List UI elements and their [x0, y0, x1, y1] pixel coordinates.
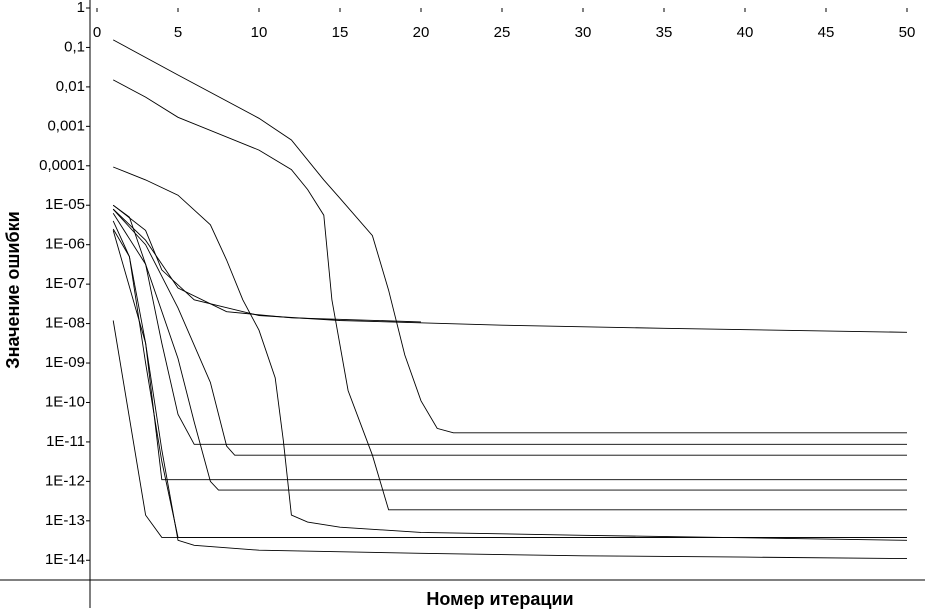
x-tick-label: 50 [899, 24, 916, 41]
series-line [112, 212, 907, 491]
y-tick-label: 1E-11 [46, 433, 85, 450]
y-tick-label: 0,0001 [39, 157, 85, 174]
x-axis-label: Номер итерации [426, 589, 573, 609]
series-line [113, 166, 908, 541]
x-tick-label: 10 [251, 24, 268, 41]
series-line [112, 39, 907, 434]
series-line [112, 208, 422, 323]
y-tick-label: 0,001 [47, 117, 85, 134]
x-tick-label: 30 [575, 24, 592, 41]
y-tick-label: 0,1 [64, 38, 85, 55]
series-line [112, 208, 907, 456]
y-tick-label: 1E-10 [45, 393, 85, 410]
y-tick-label: 1E-14 [45, 551, 85, 568]
y-tick-label: 1E-06 [45, 236, 85, 253]
series-line [112, 230, 908, 560]
x-tick-label: 35 [656, 24, 673, 41]
series-line [112, 320, 907, 538]
series-line [112, 204, 908, 333]
y-tick-label: 1E-13 [45, 512, 85, 529]
x-tick-label: 5 [174, 24, 182, 41]
y-tick-label: 1E-07 [45, 275, 85, 292]
y-tick-label: 1 [77, 0, 85, 16]
y-tick-label: 1E-08 [45, 315, 85, 332]
series-line [112, 204, 907, 445]
series-line [112, 220, 907, 538]
y-axis-label: Значение ошибки [3, 211, 23, 368]
x-tick-label: 15 [332, 24, 349, 41]
series-line [112, 228, 907, 481]
y-tick-label: 1E-09 [45, 354, 85, 371]
x-tick-label: 40 [737, 24, 754, 41]
x-tick-label: 20 [413, 24, 430, 41]
y-tick-label: 1E-12 [45, 472, 85, 489]
x-tick-label: 0 [93, 24, 101, 41]
y-tick-label: 0,01 [56, 78, 85, 95]
x-tick-label: 25 [494, 24, 511, 41]
series-line [112, 79, 907, 511]
x-tick-label: 45 [818, 24, 835, 41]
y-tick-label: 1E-05 [45, 196, 85, 213]
